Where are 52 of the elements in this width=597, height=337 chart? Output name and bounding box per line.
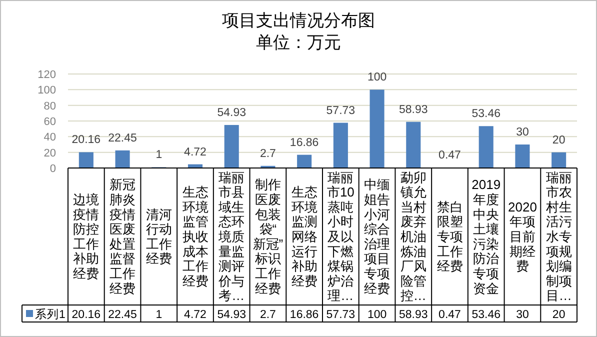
x-tick-label: 2020年项目前期经费 [508, 199, 537, 274]
x-tick-label: 新冠肺炎疫情医废处置监督工作经费 [110, 177, 136, 296]
x-tick-label: 制作医废包装袋“新冠”标识工作经费 [252, 177, 284, 296]
category-label: 勐卯镇允当村废弃机油炼油厂风险管控… [400, 170, 426, 304]
y-tick-label: 80 [44, 100, 56, 112]
text: 53.46 [472, 108, 500, 120]
text: 22.45 [108, 132, 137, 144]
text: 1 [156, 149, 162, 162]
text: 58.93 [399, 104, 428, 116]
data-label: 1 [156, 309, 162, 321]
data-label: 0.47 [438, 309, 461, 321]
data-label: 22.45 [108, 309, 137, 321]
category-label: 瑞丽市县域生态环境质量监测评价与考… [218, 170, 245, 304]
data-label: 16.86 [290, 309, 319, 321]
y-tick-label: 100 [38, 84, 56, 97]
text: 54.93 [217, 106, 246, 119]
data-label: 2.7 [260, 309, 276, 321]
y-tick-label: 40 [44, 132, 56, 144]
legend-label: 系列1 [35, 308, 66, 321]
x-tick-label: 生态环境监测网络运行补助经费 [291, 184, 318, 288]
data-label: 58.93 [399, 309, 428, 321]
y-tick-label: 120 [38, 69, 56, 81]
data-label: 100 [367, 309, 387, 321]
chart-subtitle: 单位：万元 [256, 33, 341, 52]
x-tick-label: 禁白限塑专项工作经费 [436, 199, 463, 274]
data-label: 4.72 [184, 309, 206, 321]
text: 0.47 [438, 150, 461, 162]
x-tick-label: 生态环境监管执收成本工作经费 [182, 184, 208, 288]
x-tick-label: 2019年度中央土壤污染防治专项资金 [472, 177, 501, 296]
text: 20.16 [72, 134, 101, 146]
text: 2.7 [260, 148, 276, 160]
x-tick-label: 清河行动工作经费 [146, 206, 172, 266]
data-label: 57.73 [326, 309, 356, 321]
y-tick-label: 20 [44, 147, 56, 160]
data-label: 20.16 [72, 309, 101, 321]
y-tick-label: 0 [50, 163, 56, 175]
text: 4.72 [184, 146, 206, 158]
text: 20 [552, 134, 566, 146]
chart-title: 项目支出情况分布图 [222, 11, 375, 30]
data-label: 54.93 [217, 309, 246, 321]
category-label: 瑞丽市农村生活污水专项规划编制项目… [546, 170, 572, 304]
x-tick-label: 边境疫情防控工作补助经费 [73, 192, 100, 281]
text: 57.73 [326, 104, 356, 117]
x-tick-label: 中缅姐告小河综合治理项目专项经费 [364, 177, 390, 296]
data-label: 20 [552, 309, 566, 321]
text: 16.86 [290, 136, 319, 149]
text: 30 [516, 126, 529, 138]
data-label: 30 [516, 309, 529, 321]
data-label: 53.46 [472, 309, 500, 321]
y-tick-label: 60 [44, 116, 56, 128]
category-label: 瑞丽市10蒸吨小时及以下燃煤锅炉治理… [326, 170, 354, 304]
text: 100 [367, 72, 387, 84]
